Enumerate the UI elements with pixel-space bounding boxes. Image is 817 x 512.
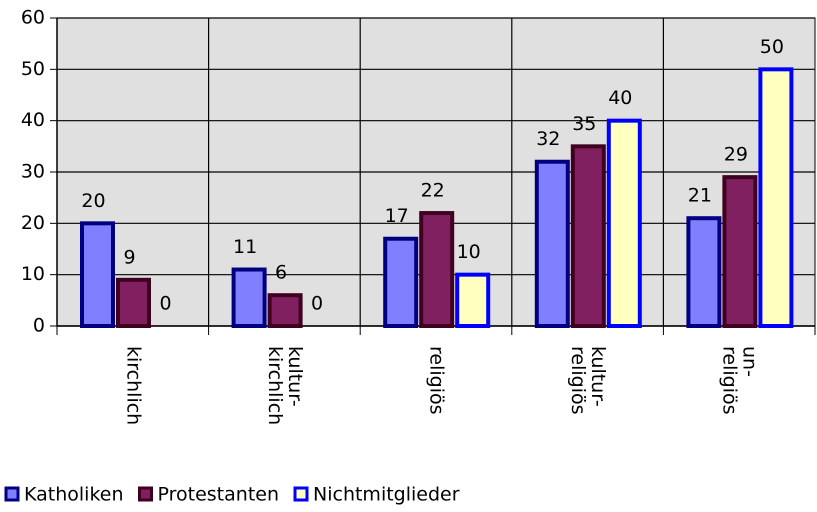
bar [570, 144, 606, 328]
y-tick-label: 0 [33, 315, 45, 337]
value-label: 22 [421, 180, 445, 202]
y-tick-label: 50 [21, 58, 45, 80]
value-label: 21 [688, 185, 712, 207]
value-label: 11 [233, 236, 257, 258]
value-label: 29 [724, 144, 748, 166]
y-tick-label: 60 [21, 7, 45, 29]
x-tick-label: kirchlich [264, 346, 286, 425]
value-label: 0 [311, 293, 323, 315]
y-tick-label: 20 [21, 212, 45, 234]
bar [267, 293, 303, 329]
bar [419, 211, 455, 328]
legend-label: Nichtmitglieder [313, 484, 460, 506]
bar [758, 67, 794, 328]
legend-label: Protestanten [158, 484, 280, 506]
x-tick-label: religiös [719, 346, 741, 415]
y-tick-label: 40 [21, 109, 45, 131]
bar [722, 175, 758, 328]
x-tick-label: kirchlich [122, 346, 144, 425]
legend-swatch [4, 486, 20, 502]
x-tick-label: religiös [426, 346, 448, 415]
bar [80, 221, 115, 328]
value-label: 10 [457, 241, 481, 263]
bar [116, 277, 151, 328]
value-label: 17 [385, 205, 409, 227]
value-label: 32 [536, 128, 560, 150]
value-label: 20 [81, 190, 105, 212]
legend-swatch [293, 486, 309, 502]
value-label: 35 [572, 113, 596, 135]
x-tick-label: religiös [567, 346, 589, 415]
bar [455, 272, 491, 328]
bar [606, 118, 642, 328]
value-label: 6 [275, 262, 287, 284]
value-label: 50 [760, 36, 784, 58]
legend-swatch [138, 486, 153, 502]
y-tick-label: 10 [21, 263, 45, 285]
value-label: 40 [608, 87, 632, 109]
x-tick-label: un- [739, 346, 761, 377]
bar [383, 236, 419, 329]
x-tick-label: kultur- [284, 346, 306, 407]
bar [231, 267, 267, 328]
legend-label: Katholiken [24, 484, 124, 506]
value-label: 9 [123, 246, 135, 268]
bar [534, 159, 570, 328]
x-tick-label: kultur- [587, 346, 609, 407]
y-tick-label: 30 [21, 161, 45, 183]
value-label: 0 [159, 293, 171, 315]
bar [686, 216, 722, 328]
